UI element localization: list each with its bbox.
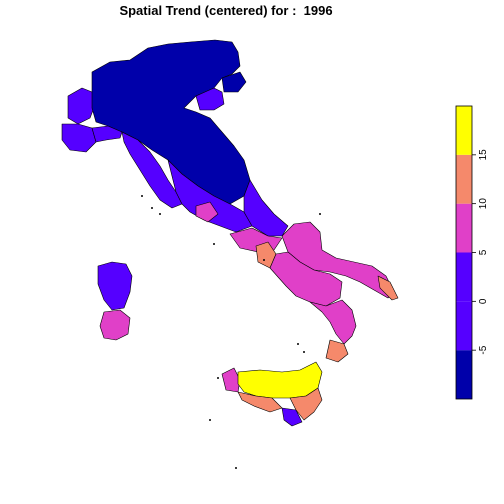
legend-bin-2 bbox=[456, 252, 472, 302]
region-veneto-coast bbox=[195, 87, 225, 111]
region-north-core bbox=[91, 39, 251, 205]
region-lazio-north bbox=[167, 159, 253, 233]
region-roma bbox=[195, 201, 219, 223]
legend-bars bbox=[456, 106, 472, 399]
region-calabria-south bbox=[325, 339, 349, 363]
island-dot bbox=[159, 213, 161, 215]
region-calabria bbox=[309, 299, 357, 345]
island-dot bbox=[297, 343, 299, 345]
plot-title: Spatial Trend (centered) for : 1996 bbox=[119, 3, 333, 18]
legend-bin-1 bbox=[456, 301, 472, 351]
region-basilicata-campania bbox=[269, 251, 343, 307]
island-dot bbox=[213, 243, 215, 245]
south-italy bbox=[269, 221, 399, 363]
island-dot bbox=[141, 195, 143, 197]
region-liguria bbox=[91, 125, 123, 143]
region-ragusa bbox=[281, 407, 303, 427]
island-dot bbox=[235, 467, 237, 469]
legend-bin-4 bbox=[456, 154, 472, 204]
sicily bbox=[221, 361, 323, 427]
central-italy bbox=[121, 131, 289, 269]
legend-tick-label: 15 bbox=[478, 149, 489, 161]
region-sicily-west bbox=[221, 367, 241, 393]
region-piemonte-south bbox=[61, 123, 97, 153]
region-toscana-coast bbox=[121, 131, 183, 209]
legend-bin-3 bbox=[456, 203, 472, 253]
island-dot bbox=[319, 213, 321, 215]
legend-bin-0 bbox=[456, 350, 472, 399]
sardinia bbox=[97, 261, 133, 341]
island-dot bbox=[217, 377, 219, 379]
legend-tick-label: 5 bbox=[478, 249, 489, 255]
legend-tick-label: -5 bbox=[478, 345, 489, 354]
small-islands bbox=[141, 195, 321, 469]
region-piemonte-west bbox=[67, 87, 96, 125]
legend-ticks: -5 0 5 10 15 bbox=[472, 149, 489, 355]
region-friuli bbox=[221, 71, 247, 93]
north-italy bbox=[61, 39, 251, 205]
island-dot bbox=[303, 351, 305, 353]
region-sardinia-south bbox=[99, 309, 131, 341]
legend-bin-5 bbox=[456, 106, 472, 155]
region-sicily-center bbox=[237, 361, 323, 399]
region-salento bbox=[377, 275, 399, 301]
region-sicily-southwest bbox=[237, 391, 283, 413]
color-legend: -5 0 5 10 15 bbox=[455, 105, 489, 400]
region-sicily-southeast bbox=[289, 387, 323, 421]
island-dot bbox=[209, 419, 211, 421]
island-dot bbox=[151, 207, 153, 209]
region-adriatic bbox=[243, 179, 289, 237]
legend-tick-label: 0 bbox=[478, 298, 489, 304]
region-sardinia-north bbox=[97, 261, 133, 311]
legend-tick-label: 10 bbox=[478, 198, 489, 210]
island-dot bbox=[263, 259, 265, 261]
